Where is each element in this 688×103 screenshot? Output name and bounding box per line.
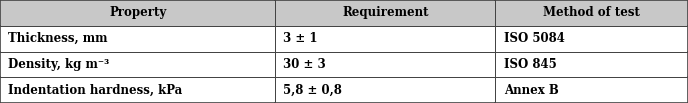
Bar (495, 26, 688, 52)
Bar (495, 77, 688, 103)
Bar (0, 0, 275, 26)
Text: ISO 845: ISO 845 (504, 58, 557, 71)
Bar (275, 0, 495, 26)
Bar (495, 52, 688, 77)
Text: Annex B: Annex B (504, 84, 559, 97)
Bar (495, 0, 688, 26)
Text: 30 ± 3: 30 ± 3 (283, 58, 326, 71)
Bar (0, 26, 275, 52)
Text: Requirement: Requirement (342, 6, 429, 19)
Bar (275, 77, 495, 103)
Text: ISO 5084: ISO 5084 (504, 32, 564, 45)
Text: Thickness, mm: Thickness, mm (8, 32, 108, 45)
Bar (0, 77, 275, 103)
Text: 5,8 ± 0,8: 5,8 ± 0,8 (283, 84, 343, 97)
Bar (275, 26, 495, 52)
Bar (0, 52, 275, 77)
Text: Property: Property (109, 6, 166, 19)
Text: Indentation hardness, kPa: Indentation hardness, kPa (8, 84, 182, 97)
Text: Method of test: Method of test (544, 6, 640, 19)
Text: 3 ± 1: 3 ± 1 (283, 32, 318, 45)
Text: Density, kg m⁻³: Density, kg m⁻³ (8, 58, 109, 71)
Bar (275, 52, 495, 77)
